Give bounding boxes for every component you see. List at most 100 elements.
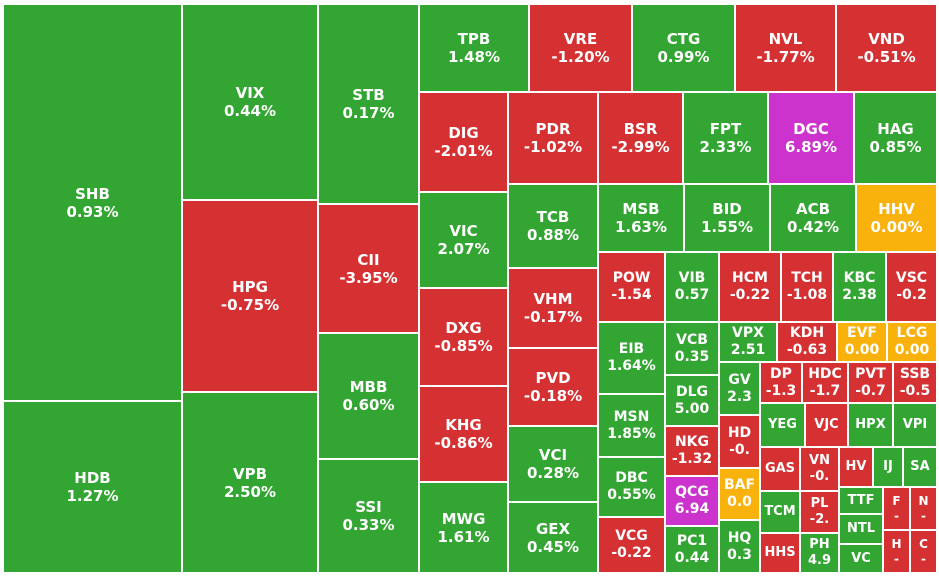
tile-ph[interactable]: PH 4.9 xyxy=(800,533,839,573)
tile-ssb[interactable]: SSB -0.5 xyxy=(893,362,937,403)
tile-vpb[interactable]: VPB 2.50% xyxy=(182,392,318,573)
tile-hv[interactable]: HV xyxy=(839,447,873,487)
tile-tpb[interactable]: TPB 1.48% xyxy=(419,4,529,92)
tile-change: -0.22 xyxy=(611,545,652,561)
tile-hpx[interactable]: HPX xyxy=(848,403,893,447)
tile-h[interactable]: H- xyxy=(883,530,910,573)
tile-gex[interactable]: GEX 0.45% xyxy=(508,502,598,573)
tile-vcb[interactable]: VCB 0.35 xyxy=(665,322,719,375)
tile-change: -2. xyxy=(809,512,830,527)
tile-sa[interactable]: SA xyxy=(903,447,937,487)
tile-gv[interactable]: GV 2.3 xyxy=(719,362,760,415)
tile-dp[interactable]: DP -1.3 xyxy=(760,362,802,403)
tile-hpg[interactable]: HPG -0.75% xyxy=(182,200,318,392)
tile-baf[interactable]: BAF 0.0 xyxy=(719,468,760,520)
tile-acb[interactable]: ACB 0.42% xyxy=(770,184,856,252)
tile-code: STB xyxy=(352,86,385,104)
tile-change: -0.2 xyxy=(896,287,927,303)
tile-pvd[interactable]: PVD -0.18% xyxy=(508,348,598,426)
tile-vib[interactable]: VIB 0.57 xyxy=(665,252,719,322)
tile-hhv[interactable]: HHV 0.00% xyxy=(856,184,937,252)
tile-change: -1.54 xyxy=(611,287,652,303)
tile-change: 1.64% xyxy=(607,358,656,374)
tile-ssi[interactable]: SSI 0.33% xyxy=(318,459,419,573)
tile-code: HV xyxy=(845,459,867,475)
tile-ctg[interactable]: CTG 0.99% xyxy=(632,4,735,92)
tile-msn[interactable]: MSN 1.85% xyxy=(598,394,665,457)
tile-evf[interactable]: EVF 0.00 xyxy=(837,322,887,362)
tile-pc1[interactable]: PC1 0.44 xyxy=(665,526,719,573)
tile-lcg[interactable]: LCG 0.00 xyxy=(887,322,937,362)
tile-hhs[interactable]: HHS xyxy=(760,533,800,573)
tile-shb[interactable]: SHB 0.93% xyxy=(3,4,182,401)
tile-change: 0.42% xyxy=(786,218,840,236)
tile-vnd[interactable]: VND -0.51% xyxy=(836,4,937,92)
tile-dgc[interactable]: DGC 6.89% xyxy=(768,92,854,184)
tile-tcm[interactable]: TCM xyxy=(760,491,800,533)
tile-msb[interactable]: MSB 1.63% xyxy=(598,184,684,252)
tile-eib[interactable]: EIB 1.64% xyxy=(598,322,665,394)
tile-bsr[interactable]: BSR -2.99% xyxy=(598,92,683,184)
tile-code: GAS xyxy=(764,461,796,477)
tile-n[interactable]: N- xyxy=(910,487,937,530)
tile-hcm[interactable]: HCM -0.22 xyxy=(719,252,781,322)
tile-hag[interactable]: HAG 0.85% xyxy=(854,92,937,184)
tile-code: VIC xyxy=(449,222,478,240)
tile-change: 6.94 xyxy=(674,501,710,517)
tile-nkg[interactable]: NKG -1.32 xyxy=(665,426,719,476)
tile-vcg[interactable]: VCG -0.22 xyxy=(598,517,665,573)
tile-vhm[interactable]: VHM -0.17% xyxy=(508,268,598,348)
tile-vpi[interactable]: VPI xyxy=(893,403,937,447)
tile-vic[interactable]: VIC 2.07% xyxy=(419,192,508,288)
tile-change: 1.48% xyxy=(447,48,501,66)
tile-qcg[interactable]: QCG 6.94 xyxy=(665,476,719,526)
tile-change: 1.63% xyxy=(614,218,668,236)
tile-vix[interactable]: VIX 0.44% xyxy=(182,4,318,200)
tile-pow[interactable]: POW -1.54 xyxy=(598,252,665,322)
tile-change: 0.55% xyxy=(607,487,656,503)
tile-dlg[interactable]: DLG 5.00 xyxy=(665,375,719,426)
tile-stb[interactable]: STB 0.17% xyxy=(318,4,419,204)
tile-bid[interactable]: BID 1.55% xyxy=(684,184,770,252)
tile-dxg[interactable]: DXG -0.85% xyxy=(419,288,508,386)
tile-dig[interactable]: DIG -2.01% xyxy=(419,92,508,192)
tile-cii[interactable]: CII -3.95% xyxy=(318,204,419,333)
tile-code: HDC xyxy=(808,365,842,382)
tile-vc[interactable]: VC xyxy=(839,544,883,573)
tile-vpx[interactable]: VPX 2.51 xyxy=(719,322,777,362)
tile-code: KHG xyxy=(445,416,482,434)
tile-dbc[interactable]: DBC 0.55% xyxy=(598,457,665,517)
tile-pl[interactable]: PL -2. xyxy=(800,491,839,533)
tile-kbc[interactable]: KBC 2.38 xyxy=(833,252,886,322)
tile-khg[interactable]: KHG -0.86% xyxy=(419,386,508,482)
tile-vn[interactable]: VN -0. xyxy=(800,447,839,491)
tile-fpt[interactable]: FPT 2.33% xyxy=(683,92,768,184)
tile-change: -0.18% xyxy=(523,387,583,405)
tile-change: 2.50% xyxy=(223,482,277,501)
tile-ij[interactable]: IJ xyxy=(873,447,903,487)
tile-pdr[interactable]: PDR -1.02% xyxy=(508,92,598,184)
tile-pvt[interactable]: PVT -0.7 xyxy=(848,362,893,403)
tile-vsc[interactable]: VSC -0.2 xyxy=(886,252,937,322)
tile-hdc[interactable]: HDC -1.7 xyxy=(802,362,848,403)
tile-kdh[interactable]: KDH -0.63 xyxy=(777,322,837,362)
tile-vjc[interactable]: VJC xyxy=(805,403,848,447)
tile-f[interactable]: F- xyxy=(883,487,910,530)
tile-change: 2.3 xyxy=(727,388,752,405)
tile-vre[interactable]: VRE -1.20% xyxy=(529,4,632,92)
tile-yeg[interactable]: YEG xyxy=(760,403,805,447)
tile-ntl[interactable]: NTL xyxy=(839,514,883,544)
tile-nvl[interactable]: NVL -1.77% xyxy=(735,4,836,92)
tile-mbb[interactable]: MBB 0.60% xyxy=(318,333,419,459)
tile-c[interactable]: C- xyxy=(910,530,937,573)
tile-tcb[interactable]: TCB 0.88% xyxy=(508,184,598,268)
tile-gas[interactable]: GAS xyxy=(760,447,800,491)
tile-vci[interactable]: VCI 0.28% xyxy=(508,426,598,502)
tile-hq[interactable]: HQ 0.3 xyxy=(719,520,760,573)
tile-tch[interactable]: TCH -1.08 xyxy=(781,252,833,322)
tile-mwg[interactable]: MWG 1.61% xyxy=(419,482,508,573)
tile-hd[interactable]: HD -0. xyxy=(719,415,760,468)
tile-code: PVT xyxy=(855,365,886,382)
tile-hdb[interactable]: HDB 1.27% xyxy=(3,401,182,573)
tile-ttf[interactable]: TTF xyxy=(839,487,883,514)
